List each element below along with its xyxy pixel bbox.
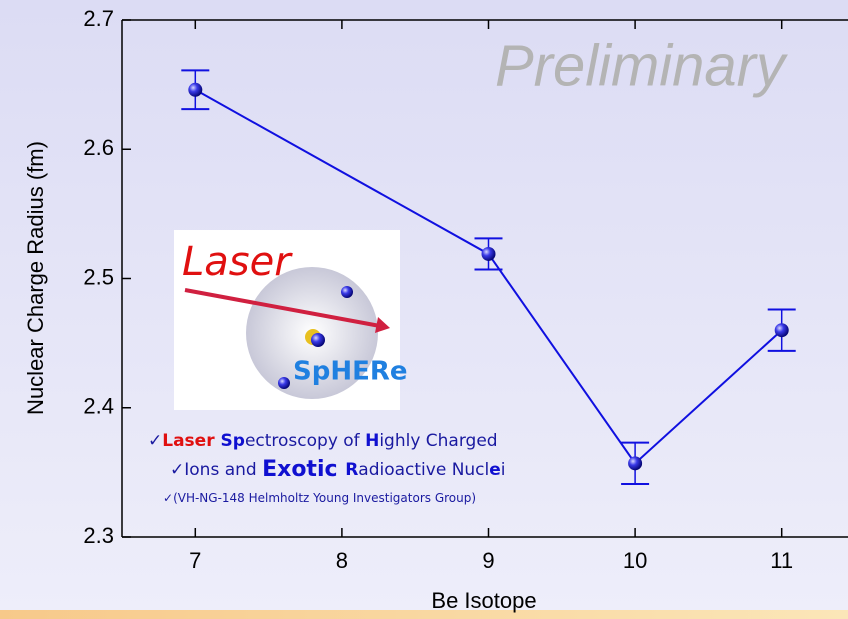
logo-arrowhead bbox=[375, 317, 390, 333]
logo-bottom: SpHERe bbox=[293, 357, 408, 387]
note-segment: Laser bbox=[162, 431, 220, 451]
note-segment: R bbox=[345, 460, 358, 480]
data-point bbox=[774, 323, 789, 338]
y-tick-label: 2.3 bbox=[83, 523, 114, 548]
note-segment: e bbox=[489, 460, 501, 480]
data-point bbox=[628, 456, 643, 471]
note-line: ✓Ions and Exotic Radioactive Nuclei bbox=[170, 457, 506, 482]
logo-core bbox=[311, 333, 325, 347]
logo-dot bbox=[341, 286, 353, 298]
x-tick-label: 7 bbox=[189, 548, 201, 573]
data-point bbox=[481, 246, 496, 261]
note-segment: ✓ bbox=[148, 431, 162, 451]
data-point bbox=[188, 82, 203, 97]
data-line bbox=[194, 88, 783, 465]
note-segment: (VH-NG-148 Helmholtz Young Investigators… bbox=[173, 491, 476, 505]
logo: Laser SpHERe bbox=[174, 230, 408, 410]
logo-top: Laser bbox=[182, 239, 293, 285]
logo-dot bbox=[278, 377, 290, 389]
annotation: Preliminary bbox=[495, 33, 788, 98]
note-segment: Ions and bbox=[184, 460, 262, 480]
note-segment: adioactive Nucl bbox=[358, 460, 489, 480]
note-segment: ✓ bbox=[163, 491, 173, 505]
note-segment: ectroscopy of bbox=[245, 431, 365, 451]
note-segment: H bbox=[365, 431, 379, 451]
y-tick-label: 2.5 bbox=[83, 264, 114, 289]
note-segment: ✓ bbox=[170, 460, 184, 480]
note-segment: i bbox=[501, 460, 506, 480]
y-tick-label: 2.6 bbox=[83, 135, 114, 160]
logo-arrow bbox=[184, 288, 381, 328]
note-segment: Exotic bbox=[262, 457, 345, 482]
x-tick-label: 11 bbox=[770, 548, 793, 573]
note-segment: Sp bbox=[221, 431, 245, 451]
y-tick-label: 2.4 bbox=[83, 394, 114, 419]
note-segment: ighly Charged bbox=[379, 431, 497, 451]
note-line: ✓(VH-NG-148 Helmholtz Young Investigator… bbox=[163, 491, 476, 505]
y-tick-label: 2.7 bbox=[83, 6, 114, 31]
x-tick-label: 9 bbox=[482, 548, 494, 573]
x-tick-label: 8 bbox=[336, 548, 348, 573]
x-tick-label: 10 bbox=[623, 548, 647, 573]
y-axis-label: Nuclear Charge Radius (fm) bbox=[23, 141, 48, 415]
x-axis-label: Be Isotope bbox=[431, 588, 536, 613]
footer-band bbox=[0, 610, 848, 619]
note-line: ✓Laser Spectroscopy of Highly Charged bbox=[148, 431, 498, 451]
